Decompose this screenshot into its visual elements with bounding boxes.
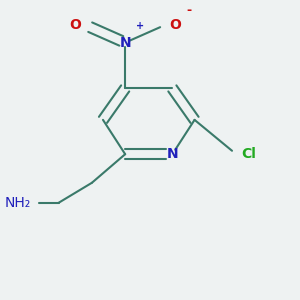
Text: N: N: [119, 36, 131, 50]
Text: -: -: [186, 4, 191, 17]
Text: +: +: [136, 21, 144, 31]
Text: N: N: [167, 147, 178, 161]
Text: O: O: [169, 19, 181, 32]
Text: O: O: [69, 19, 81, 32]
Text: Cl: Cl: [242, 147, 256, 161]
Text: NH₂: NH₂: [4, 196, 31, 210]
